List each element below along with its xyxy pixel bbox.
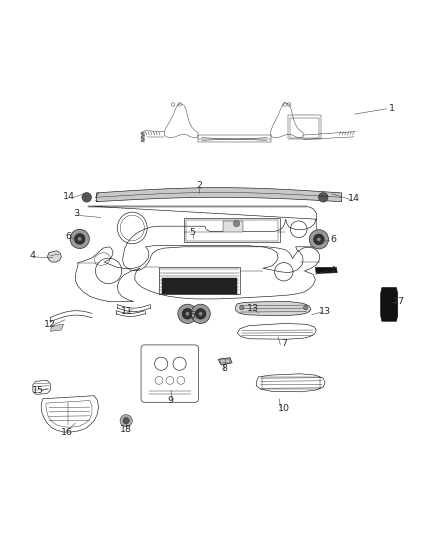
Bar xyxy=(186,220,278,241)
Text: 10: 10 xyxy=(278,405,290,414)
Circle shape xyxy=(70,229,89,248)
Text: 15: 15 xyxy=(32,385,44,394)
Circle shape xyxy=(120,415,132,427)
Text: 4: 4 xyxy=(30,251,36,260)
Circle shape xyxy=(185,312,190,316)
Circle shape xyxy=(198,312,203,316)
Text: 5: 5 xyxy=(190,228,196,237)
Text: 14: 14 xyxy=(348,194,360,203)
Bar xyxy=(262,377,320,389)
Text: 4: 4 xyxy=(330,266,336,276)
Text: 12: 12 xyxy=(44,320,57,329)
Ellipse shape xyxy=(82,192,92,202)
Bar xyxy=(290,118,319,138)
Text: 11: 11 xyxy=(121,306,133,316)
Circle shape xyxy=(182,309,193,319)
Text: 3: 3 xyxy=(74,209,80,219)
Circle shape xyxy=(178,304,197,324)
Text: 13: 13 xyxy=(247,304,259,313)
Text: 8: 8 xyxy=(221,364,227,373)
Text: 18: 18 xyxy=(120,425,132,434)
Polygon shape xyxy=(218,358,232,365)
Circle shape xyxy=(78,237,82,241)
Circle shape xyxy=(123,418,129,424)
Bar xyxy=(162,278,237,294)
Text: 17: 17 xyxy=(392,297,405,306)
Bar xyxy=(223,221,243,232)
Bar xyxy=(288,115,321,140)
Polygon shape xyxy=(315,268,337,273)
Bar xyxy=(220,359,230,363)
Text: 2: 2 xyxy=(196,181,202,190)
Bar xyxy=(184,219,280,243)
Polygon shape xyxy=(381,287,398,321)
Polygon shape xyxy=(47,251,61,262)
Text: 9: 9 xyxy=(168,395,174,405)
Text: 14: 14 xyxy=(63,192,75,201)
Ellipse shape xyxy=(318,192,328,202)
Text: 1: 1 xyxy=(389,104,395,114)
Text: 6: 6 xyxy=(330,235,336,244)
Polygon shape xyxy=(50,324,64,332)
Circle shape xyxy=(195,309,206,319)
Circle shape xyxy=(240,305,244,310)
Polygon shape xyxy=(236,302,311,316)
Circle shape xyxy=(233,221,240,227)
Circle shape xyxy=(74,233,85,244)
Bar xyxy=(159,266,240,294)
Circle shape xyxy=(191,304,210,324)
Text: 7: 7 xyxy=(281,338,287,348)
Circle shape xyxy=(304,305,308,310)
Circle shape xyxy=(314,234,324,245)
Circle shape xyxy=(309,230,328,249)
Text: 16: 16 xyxy=(60,427,73,437)
Polygon shape xyxy=(96,188,342,201)
Circle shape xyxy=(317,237,321,241)
Text: 13: 13 xyxy=(319,306,331,316)
Text: 6: 6 xyxy=(65,232,71,241)
Text: 6: 6 xyxy=(190,311,196,320)
